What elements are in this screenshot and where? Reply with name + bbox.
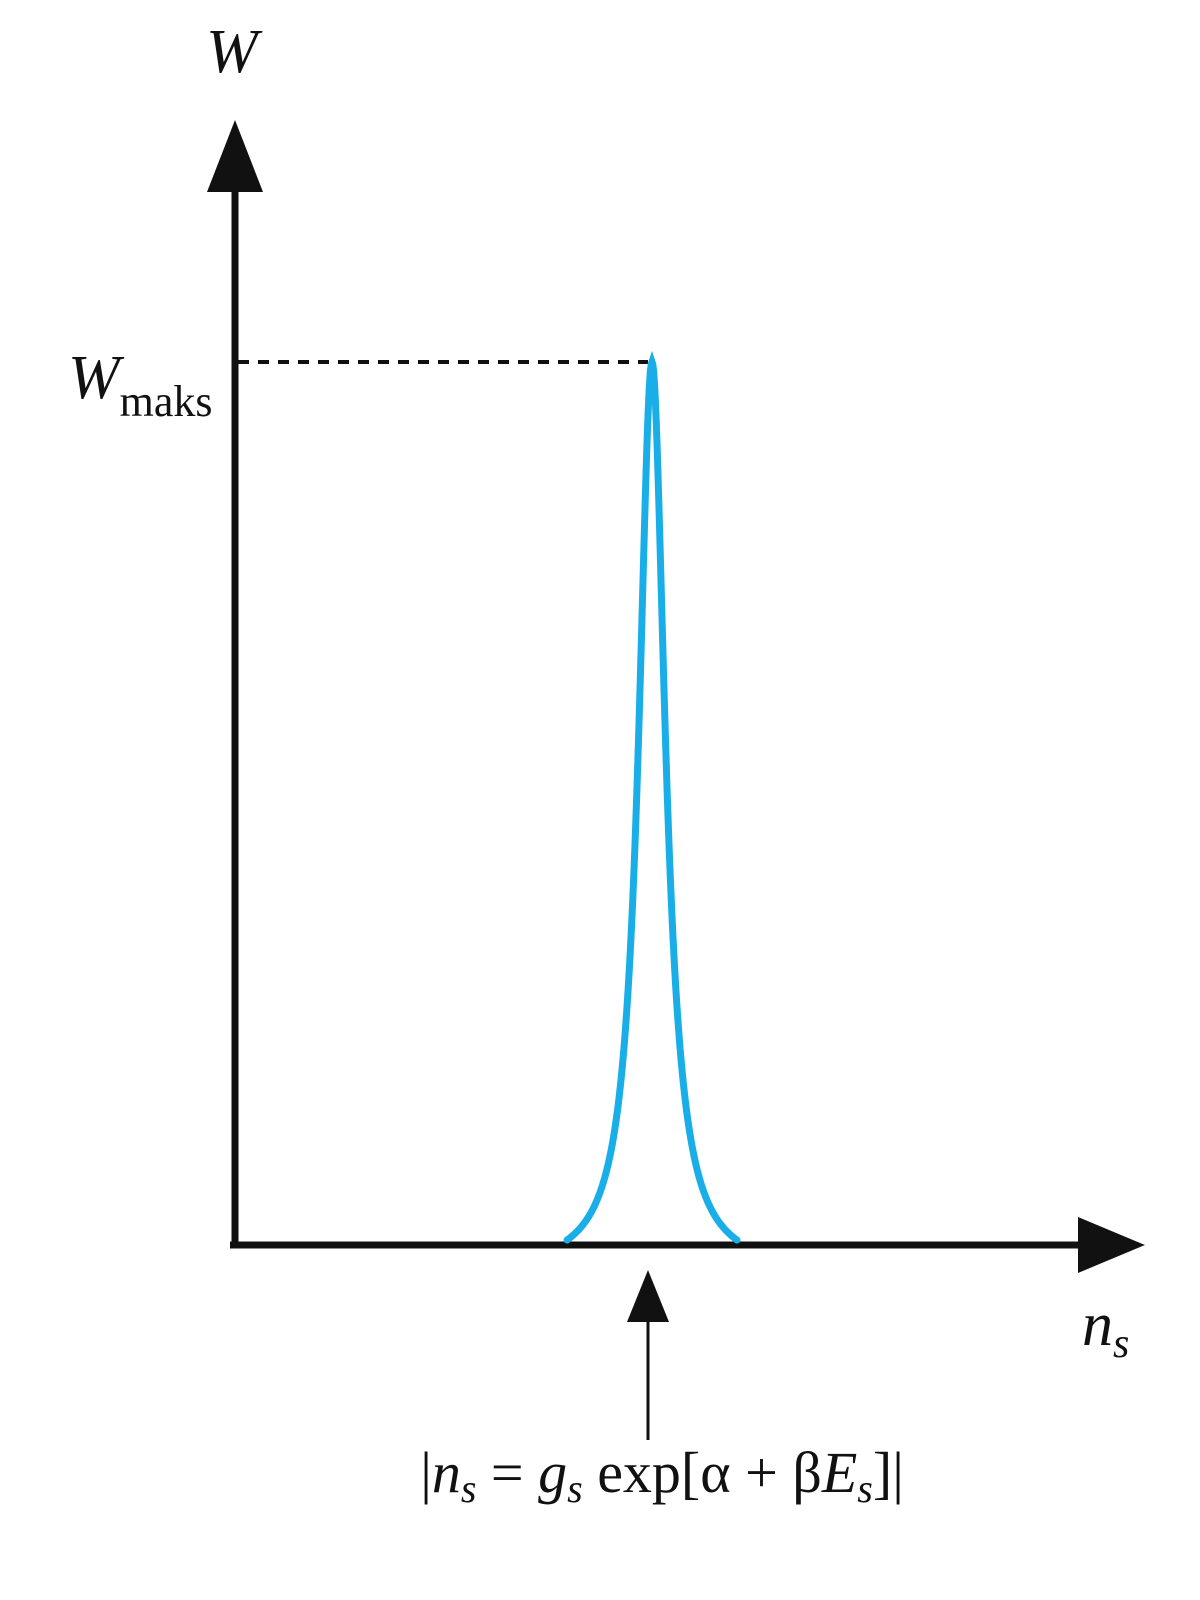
formula-part: = <box>476 1440 538 1505</box>
x-axis-label-main: n <box>1082 1291 1113 1359</box>
formula: |ns = gs exp[α + βEs]| <box>420 1440 904 1511</box>
peak-label: Wmaks <box>68 344 213 426</box>
pointer-arrow <box>627 1270 669 1322</box>
peak-curve <box>563 350 741 1244</box>
formula-part: g <box>538 1440 567 1505</box>
x-axis-label: ns <box>1082 1291 1129 1367</box>
x-axis-label-sub: s <box>1113 1321 1129 1367</box>
formula-part: exp[α + β <box>583 1440 822 1505</box>
y-axis-label: W <box>206 18 263 86</box>
y-axis-arrow <box>207 120 263 192</box>
formula-part: s <box>857 1466 873 1511</box>
peak-label-main: W <box>68 344 125 412</box>
formula-part: ]| <box>873 1440 904 1505</box>
formula-part: | <box>420 1440 432 1505</box>
x-axis-arrow <box>1078 1217 1145 1273</box>
formula-part: E <box>821 1440 857 1505</box>
formula-part: n <box>432 1440 461 1505</box>
formula-part: s <box>461 1466 477 1511</box>
peak-label-sub: maks <box>120 377 213 426</box>
formula-part: s <box>567 1466 583 1511</box>
